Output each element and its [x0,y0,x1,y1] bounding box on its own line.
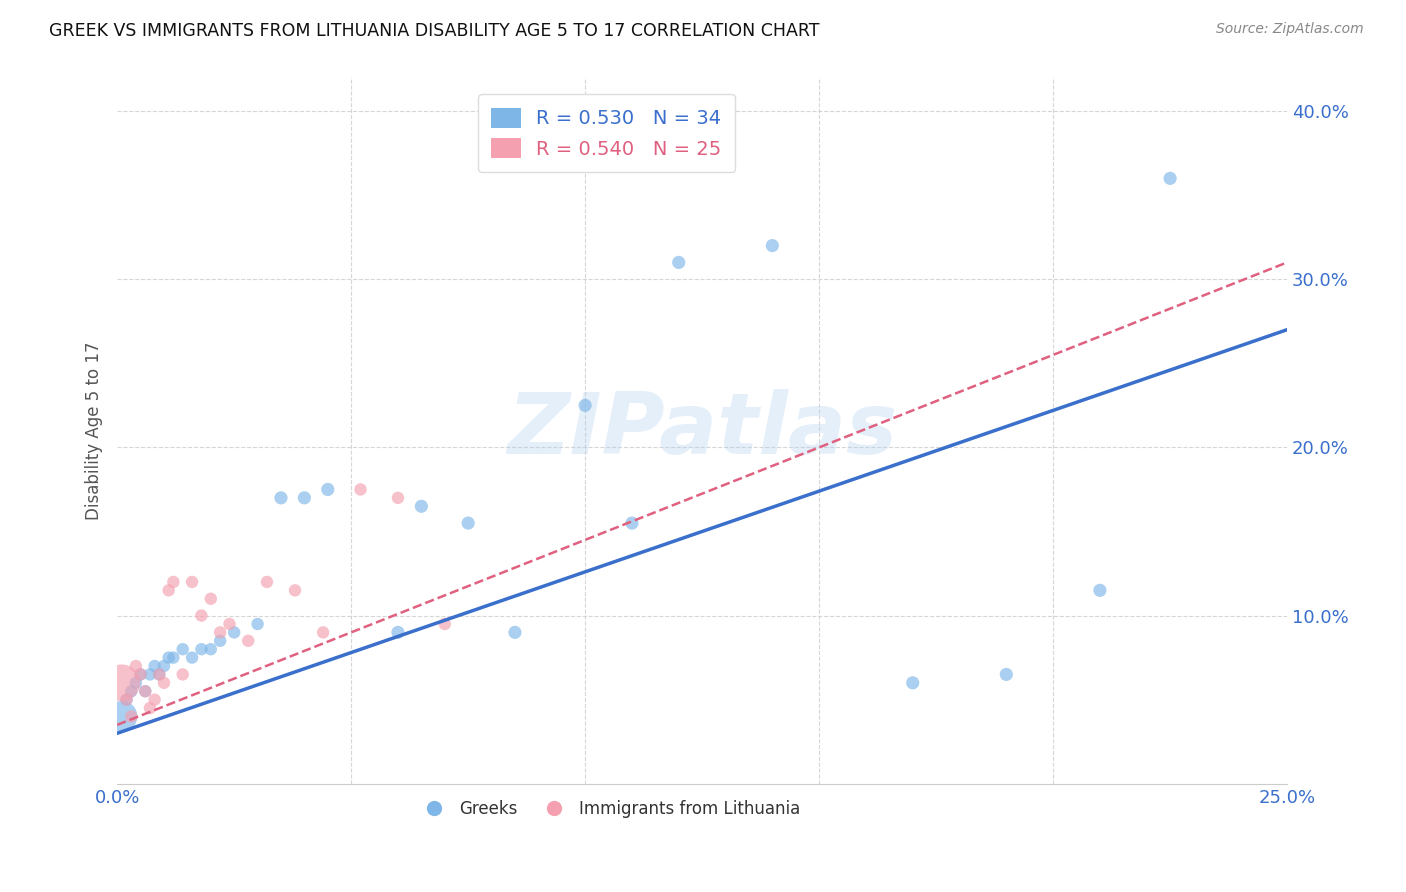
Point [172,642,194,657]
Point [284,583,307,598]
Point [270,491,292,505]
Point [148,667,170,681]
Point [387,625,409,640]
Point [503,625,526,640]
Point [143,692,166,706]
Point [172,667,194,681]
Point [181,574,204,589]
Point [139,667,162,681]
Point [143,659,166,673]
Text: Source: ZipAtlas.com: Source: ZipAtlas.com [1216,22,1364,37]
Point [209,625,232,640]
Point [292,491,315,505]
Text: GREEK VS IMMIGRANTS FROM LITHUANIA DISABILITY AGE 5 TO 17 CORRELATION CHART: GREEK VS IMMIGRANTS FROM LITHUANIA DISAB… [49,22,820,40]
Point [134,684,156,698]
Point [125,659,148,673]
Text: ZIPatlas: ZIPatlas [508,389,897,472]
Point [1159,171,1181,186]
Point [433,617,456,632]
Point [157,583,180,598]
Point [139,701,162,715]
Point [157,650,180,665]
Point [238,633,260,648]
Point [246,617,269,632]
Point [457,516,479,530]
Point [153,659,176,673]
Point [209,633,232,648]
Point [620,516,643,530]
Point [134,684,156,698]
Legend: Greeks, Immigrants from Lithuania: Greeks, Immigrants from Lithuania [411,794,807,825]
Point [120,684,142,698]
Point [115,692,138,706]
Point [115,692,138,706]
Point [148,667,170,681]
Point [162,650,184,665]
Point [162,574,184,589]
Point [224,625,246,640]
Point [190,642,212,657]
Point [181,650,204,665]
Point [668,255,690,269]
Point [1088,583,1111,598]
Point [200,591,222,606]
Point [387,491,409,505]
Point [190,608,212,623]
Point [901,676,924,690]
Point [761,238,783,252]
Y-axis label: Disability Age 5 to 17: Disability Age 5 to 17 [86,342,103,520]
Point [411,500,433,514]
Point [256,574,278,589]
Point [218,617,240,632]
Point [153,676,176,690]
Point [574,398,596,412]
Point [129,667,152,681]
Point [111,709,134,723]
Point [312,625,335,640]
Point [316,483,339,497]
Point [129,667,152,681]
Point [111,676,134,690]
Point [200,642,222,657]
Point [120,709,142,723]
Point [995,667,1018,681]
Point [125,676,148,690]
Point [349,483,371,497]
